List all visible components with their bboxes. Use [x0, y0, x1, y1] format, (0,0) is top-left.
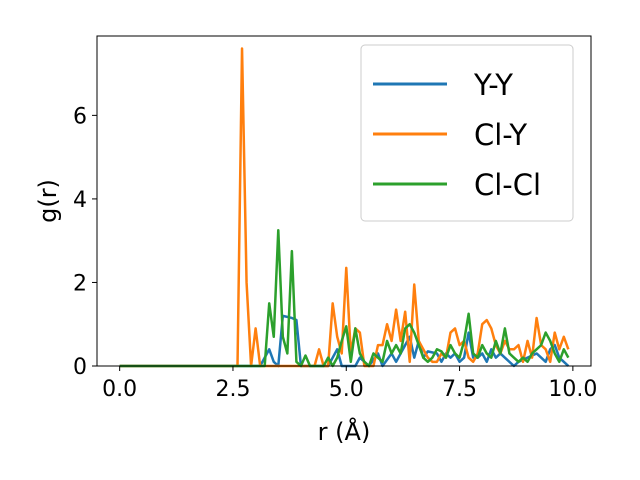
series-line-cl-y	[119, 47, 570, 368]
legend-label-cl-cl: Cl-Cl	[474, 168, 541, 202]
y-tick-label: 2	[73, 271, 87, 296]
y-axis-title: g(r)	[34, 179, 62, 223]
x-tick-label: 0.0	[102, 377, 137, 402]
x-tick-label: 2.5	[215, 377, 250, 402]
legend: Y-Y Cl-Y Cl-Cl	[360, 44, 574, 222]
plot-frame	[96, 35, 592, 367]
x-axis-ticks: 0.0 2.5 5.0 7.5 10.0	[102, 366, 597, 402]
y-axis-ticks: 0 2 4 6	[73, 104, 97, 380]
y-tick-label: 6	[73, 104, 87, 129]
x-tick-label: 5.0	[329, 377, 364, 402]
y-tick-label: 0	[73, 355, 87, 380]
legend-label-y-y: Y-Y	[473, 68, 513, 102]
y-tick-label: 4	[73, 188, 87, 213]
legend-box	[360, 44, 574, 222]
x-tick-label: 7.5	[442, 377, 477, 402]
x-axis-title: r (Å)	[318, 417, 371, 446]
x-tick-label: 10.0	[548, 377, 597, 402]
legend-label-cl-y: Cl-Y	[474, 118, 527, 152]
